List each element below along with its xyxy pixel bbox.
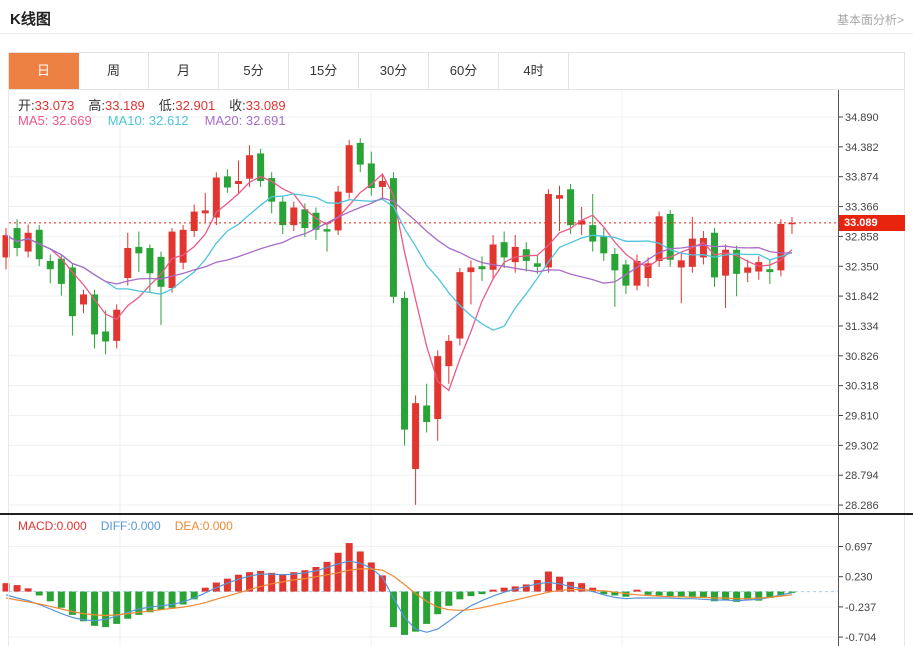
svg-text:30.318: 30.318 [845, 381, 879, 393]
svg-text:33.874: 33.874 [845, 172, 879, 184]
legend-value: 33.073 [34, 98, 75, 113]
tab-月[interactable]: 月 [149, 53, 219, 89]
svg-text:29.810: 29.810 [845, 411, 879, 423]
candlestick-chart[interactable]: 34.890 34.382 33.874 33.366 32.858 32.350 31.8… [0, 90, 913, 514]
legend-value: 33.189 [105, 98, 145, 113]
legend-value: 32.901 [175, 98, 216, 113]
page-title: K线图 [10, 11, 51, 28]
fundamental-analysis-link[interactable]: 基本面分析> [836, 13, 904, 27]
svg-text:28.794: 28.794 [845, 470, 879, 482]
tab-周[interactable]: 周 [79, 53, 149, 89]
legend-label: 开: [18, 98, 35, 113]
current-price-badge: 33.089 [839, 215, 905, 231]
ma-legend-item: MA10: 32.612 [107, 113, 189, 128]
svg-text:34.382: 34.382 [845, 142, 879, 154]
ma-legend: MA5: 32.669 MA10: 32.612 MA20: 32.691 [18, 113, 302, 128]
svg-text:31.842: 31.842 [845, 291, 879, 303]
macd-legend-item: MACD:0.000 [18, 519, 87, 533]
svg-text:34.890: 34.890 [845, 112, 879, 124]
svg-text:0.230: 0.230 [845, 572, 873, 584]
ma-legend-item: MA5: 32.669 [18, 113, 92, 128]
svg-text:0.697: 0.697 [845, 542, 873, 554]
svg-text:31.334: 31.334 [845, 321, 879, 333]
tab-日[interactable]: 日 [9, 53, 79, 89]
svg-text:-0.237: -0.237 [845, 602, 876, 614]
ma-legend-item: MA20: 32.691 [204, 113, 286, 128]
header-divider [0, 33, 913, 34]
panel-divider [0, 513, 913, 515]
tab-15分[interactable]: 15分 [289, 53, 359, 89]
tab-60分[interactable]: 60分 [429, 53, 499, 89]
svg-text:33.366: 33.366 [845, 202, 879, 214]
tab-4时[interactable]: 4时 [499, 53, 569, 89]
legend-value: 33.089 [245, 98, 286, 113]
macd-legend: MACD:0.000 DIFF:0.000 DEA:0.000 [18, 519, 247, 533]
ohlc-legend: 开:33.073 高:33.189 低:32.901 收:33.089 [18, 95, 300, 114]
svg-text:32.350: 32.350 [845, 261, 879, 273]
svg-text:28.286: 28.286 [845, 500, 879, 512]
svg-text:30.826: 30.826 [845, 351, 879, 363]
tab-30分[interactable]: 30分 [359, 53, 429, 89]
macd-chart[interactable]: 0.697 0.230 -0.237 -0.704 [0, 515, 913, 646]
legend-label: 高: [88, 98, 106, 113]
macd-legend-item: DEA:0.000 [174, 519, 233, 533]
svg-text:29.302: 29.302 [845, 440, 879, 452]
macd-legend-item: DIFF:0.000 [100, 519, 161, 533]
period-tabbar: 日周月 5分 15分 30分 60分 4时 [8, 52, 905, 90]
legend-label: 收: [229, 98, 246, 113]
svg-text:-0.704: -0.704 [845, 632, 876, 644]
legend-label: 低: [158, 98, 176, 113]
svg-text:32.858: 32.858 [845, 231, 879, 243]
tab-5分[interactable]: 5分 [219, 53, 289, 89]
